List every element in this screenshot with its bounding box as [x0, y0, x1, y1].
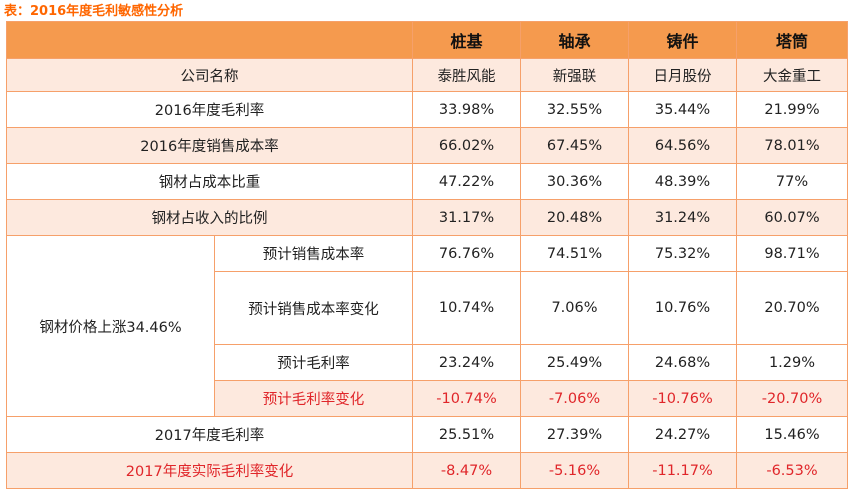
- value-cell: 75.32%: [628, 235, 737, 272]
- value-cell: 35.44%: [628, 91, 737, 128]
- company-name: 日月股份: [628, 58, 737, 92]
- value-cell: 1.29%: [736, 344, 848, 381]
- company-name: 大金重工: [736, 58, 848, 92]
- value-cell: -7.06%: [520, 380, 629, 417]
- row-label: 2016年度销售成本率: [6, 127, 413, 164]
- row-label: 预计毛利率: [214, 344, 413, 381]
- row-label: 预计毛利率变化: [214, 380, 413, 417]
- table-row: 钢材价格上涨34.46% 预计销售成本率 76.76% 74.51% 75.32…: [6, 235, 848, 417]
- value-cell: 27.39%: [520, 416, 629, 453]
- value-cell: 10.74%: [412, 271, 521, 345]
- company-row: 公司名称 泰胜风能 新强联 日月股份 大金重工: [6, 58, 848, 92]
- table-row: 2017年度毛利率 25.51% 27.39% 24.27% 15.46%: [6, 416, 848, 453]
- row-label: 预计销售成本率: [214, 235, 413, 272]
- company-name: 泰胜风能: [412, 58, 521, 92]
- table-row: 钢材占收入的比例 31.17% 20.48% 31.24% 60.07%: [6, 199, 848, 236]
- value-cell: 7.06%: [520, 271, 629, 345]
- header-row: 桩基 轴承 铸件 塔筒: [6, 21, 848, 59]
- value-cell: 78.01%: [736, 127, 848, 164]
- row-label: 预计销售成本率变化: [214, 271, 413, 345]
- header-blank-cell: [6, 21, 413, 59]
- value-cell: 20.70%: [736, 271, 848, 345]
- value-cell: 66.02%: [412, 127, 521, 164]
- value-cell: 67.45%: [520, 127, 629, 164]
- value-cell: -5.16%: [520, 452, 629, 489]
- value-cell: -10.74%: [412, 380, 521, 417]
- table-row: 钢材占成本比重 47.22% 30.36% 48.39% 77%: [6, 163, 848, 200]
- value-cell: 25.51%: [412, 416, 521, 453]
- table-caption: 表：2016年度毛利敏感性分析: [4, 4, 184, 19]
- value-cell: -6.53%: [736, 452, 848, 489]
- value-cell: -10.76%: [628, 380, 737, 417]
- value-cell: 64.56%: [628, 127, 737, 164]
- value-cell: 33.98%: [412, 91, 521, 128]
- row-label: 2017年度实际毛利率变化: [6, 452, 413, 489]
- value-cell: 30.36%: [520, 163, 629, 200]
- table-row: 预计毛利率变化 -10.74% -7.06% -10.76% -20.70%: [7, 380, 848, 417]
- table-row: 预计销售成本率变化 10.74% 7.06% 10.76% 20.70%: [7, 271, 848, 345]
- header-industry: 塔筒: [736, 21, 848, 59]
- row-label: 公司名称: [6, 58, 413, 92]
- value-cell: 15.46%: [736, 416, 848, 453]
- value-cell: 47.22%: [412, 163, 521, 200]
- table-row: 预计毛利率 23.24% 25.49% 24.68% 1.29%: [7, 344, 848, 381]
- value-cell: -8.47%: [412, 452, 521, 489]
- value-cell: 20.48%: [520, 199, 629, 236]
- table-row: 2017年度实际毛利率变化 -8.47% -5.16% -11.17% -6.5…: [6, 452, 848, 489]
- row-label: 2017年度毛利率: [6, 416, 413, 453]
- header-industry: 铸件: [628, 21, 737, 59]
- scenario-label: 钢材价格上涨34.46%: [6, 235, 215, 417]
- value-cell: -20.70%: [736, 380, 848, 417]
- value-cell: 76.76%: [412, 235, 521, 272]
- value-cell: 25.49%: [520, 344, 629, 381]
- table-row: 2016年度销售成本率 66.02% 67.45% 64.56% 78.01%: [6, 127, 848, 164]
- value-cell: 24.68%: [628, 344, 737, 381]
- company-name: 新强联: [520, 58, 629, 92]
- header-industry: 轴承: [520, 21, 629, 59]
- table-row: 2016年度毛利率 33.98% 32.55% 35.44% 21.99%: [6, 91, 848, 128]
- row-label: 钢材占成本比重: [6, 163, 413, 200]
- header-industry: 桩基: [412, 21, 521, 59]
- value-cell: 32.55%: [520, 91, 629, 128]
- value-cell: 60.07%: [736, 199, 848, 236]
- value-cell: 77%: [736, 163, 848, 200]
- value-cell: 48.39%: [628, 163, 737, 200]
- value-cell: 24.27%: [628, 416, 737, 453]
- value-cell: 10.76%: [628, 271, 737, 345]
- value-cell: 21.99%: [736, 91, 848, 128]
- value-cell: 31.17%: [412, 199, 521, 236]
- value-cell: -11.17%: [628, 452, 737, 489]
- row-label: 2016年度毛利率: [6, 91, 413, 128]
- value-cell: 98.71%: [736, 235, 848, 272]
- value-cell: 31.24%: [628, 199, 737, 236]
- value-cell: 74.51%: [520, 235, 629, 272]
- row-label: 钢材占收入的比例: [6, 199, 413, 236]
- sensitivity-table: 桩基 轴承 铸件 塔筒 公司名称 泰胜风能 新强联 日月股份 大金重工 2016…: [6, 21, 848, 489]
- value-cell: 23.24%: [412, 344, 521, 381]
